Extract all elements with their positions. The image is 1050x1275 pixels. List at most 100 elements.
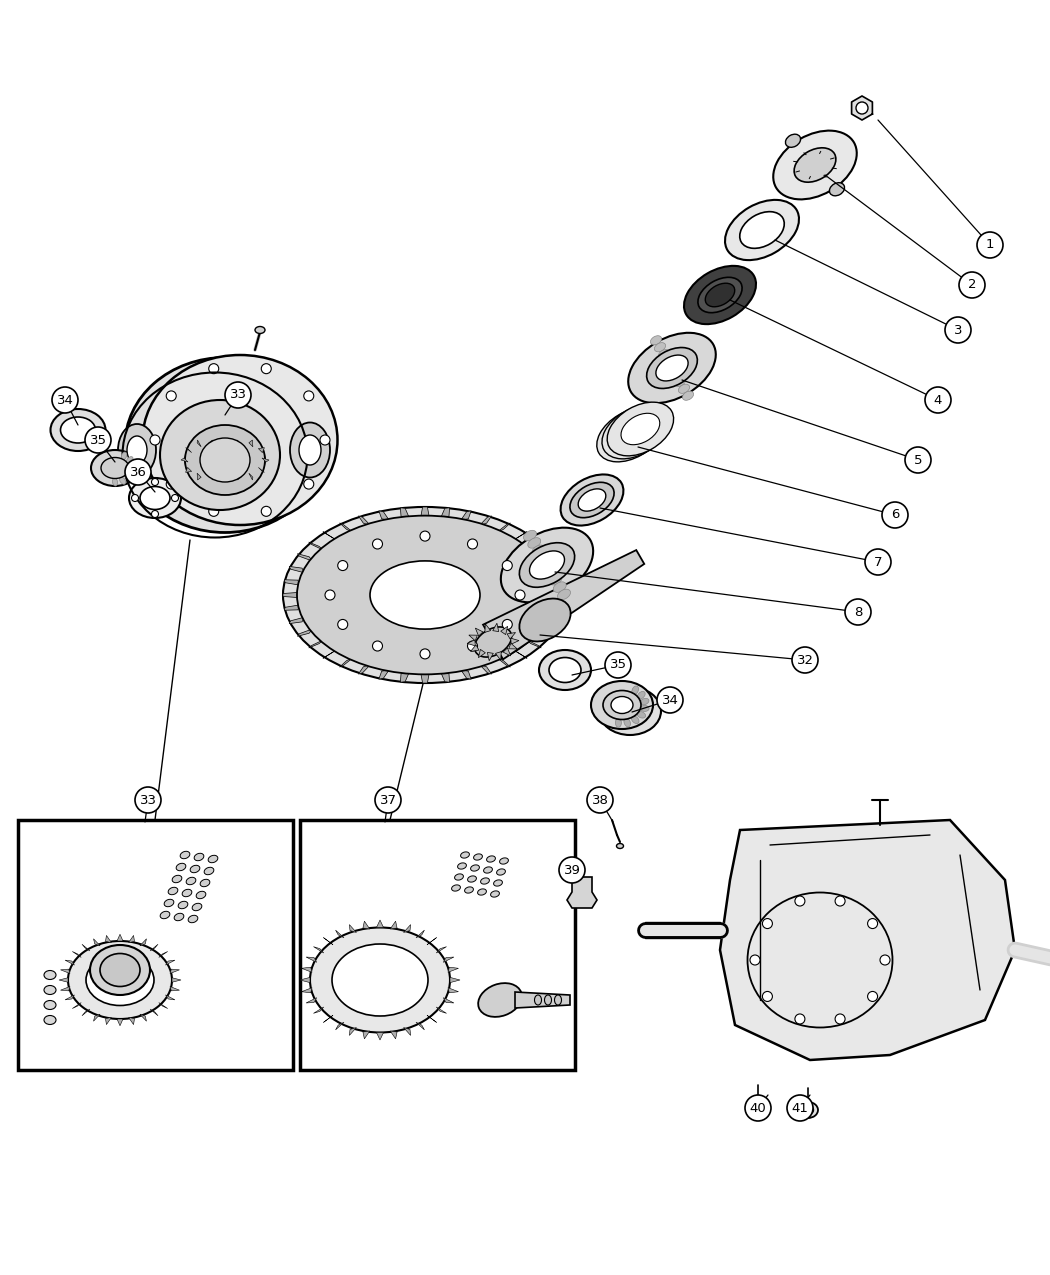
Polygon shape <box>526 542 542 551</box>
Ellipse shape <box>91 450 139 486</box>
Polygon shape <box>82 1009 90 1016</box>
Polygon shape <box>140 1014 146 1021</box>
Polygon shape <box>170 969 180 974</box>
Polygon shape <box>510 639 519 644</box>
Polygon shape <box>301 988 312 993</box>
Polygon shape <box>551 604 566 611</box>
Polygon shape <box>497 523 510 532</box>
Ellipse shape <box>44 986 56 994</box>
Ellipse shape <box>160 400 280 510</box>
Polygon shape <box>448 988 459 993</box>
Polygon shape <box>501 626 508 635</box>
Ellipse shape <box>44 1001 56 1010</box>
Text: 36: 36 <box>129 465 146 478</box>
Circle shape <box>150 435 160 445</box>
Text: 35: 35 <box>89 434 106 446</box>
Ellipse shape <box>603 691 640 719</box>
Ellipse shape <box>554 994 562 1005</box>
Circle shape <box>792 646 818 673</box>
Polygon shape <box>249 440 253 446</box>
Ellipse shape <box>640 705 649 711</box>
Polygon shape <box>309 640 323 648</box>
Circle shape <box>657 687 682 713</box>
Polygon shape <box>479 649 485 658</box>
Ellipse shape <box>467 876 477 882</box>
Ellipse shape <box>537 552 549 562</box>
Circle shape <box>85 427 111 453</box>
Polygon shape <box>209 440 213 446</box>
Polygon shape <box>508 643 518 649</box>
Text: 4: 4 <box>933 394 942 407</box>
Polygon shape <box>852 96 873 120</box>
Polygon shape <box>514 992 570 1009</box>
Ellipse shape <box>637 711 646 718</box>
Polygon shape <box>258 468 265 472</box>
Polygon shape <box>469 635 478 641</box>
Text: 34: 34 <box>57 394 74 407</box>
Circle shape <box>867 918 878 928</box>
Ellipse shape <box>671 370 681 380</box>
Circle shape <box>326 590 335 601</box>
Ellipse shape <box>794 148 836 182</box>
Ellipse shape <box>532 544 545 556</box>
Ellipse shape <box>524 530 537 541</box>
Ellipse shape <box>541 560 553 570</box>
Polygon shape <box>117 935 123 941</box>
Ellipse shape <box>478 983 522 1017</box>
Ellipse shape <box>90 945 150 994</box>
Ellipse shape <box>201 880 210 886</box>
Ellipse shape <box>647 348 697 389</box>
Text: 35: 35 <box>609 658 627 672</box>
Text: 5: 5 <box>914 454 922 467</box>
Polygon shape <box>336 1023 344 1030</box>
Circle shape <box>502 620 512 630</box>
Circle shape <box>746 1095 771 1121</box>
Ellipse shape <box>255 326 265 334</box>
Polygon shape <box>436 1007 446 1014</box>
Polygon shape <box>358 664 371 674</box>
Ellipse shape <box>185 425 265 495</box>
Ellipse shape <box>126 456 133 463</box>
Ellipse shape <box>798 1102 818 1118</box>
Polygon shape <box>159 1002 168 1009</box>
Ellipse shape <box>464 887 474 892</box>
Polygon shape <box>403 1028 411 1035</box>
Polygon shape <box>289 617 304 623</box>
Circle shape <box>795 896 805 907</box>
Ellipse shape <box>667 363 677 372</box>
Polygon shape <box>65 960 75 965</box>
Circle shape <box>925 388 951 413</box>
Ellipse shape <box>129 478 181 518</box>
Ellipse shape <box>520 543 574 588</box>
Ellipse shape <box>297 515 553 674</box>
Polygon shape <box>379 511 390 520</box>
Circle shape <box>762 992 773 1001</box>
Polygon shape <box>492 623 499 631</box>
Polygon shape <box>181 458 188 462</box>
Text: 6: 6 <box>890 509 899 521</box>
Ellipse shape <box>208 856 217 863</box>
Ellipse shape <box>570 482 614 518</box>
Polygon shape <box>483 550 645 659</box>
Polygon shape <box>480 664 491 674</box>
Ellipse shape <box>545 567 558 578</box>
Ellipse shape <box>773 130 857 199</box>
Polygon shape <box>427 1015 437 1023</box>
Polygon shape <box>166 994 175 1000</box>
Ellipse shape <box>591 681 653 729</box>
Circle shape <box>835 1014 845 1024</box>
Circle shape <box>209 506 218 516</box>
Ellipse shape <box>101 458 129 478</box>
Polygon shape <box>186 468 192 472</box>
Ellipse shape <box>120 477 126 485</box>
Circle shape <box>762 918 773 928</box>
Polygon shape <box>538 553 552 561</box>
Ellipse shape <box>684 266 756 324</box>
Circle shape <box>976 232 1003 258</box>
Ellipse shape <box>125 474 132 479</box>
Polygon shape <box>470 645 479 652</box>
Polygon shape <box>323 937 333 945</box>
Polygon shape <box>450 978 460 983</box>
Ellipse shape <box>637 691 645 699</box>
Polygon shape <box>546 566 561 572</box>
